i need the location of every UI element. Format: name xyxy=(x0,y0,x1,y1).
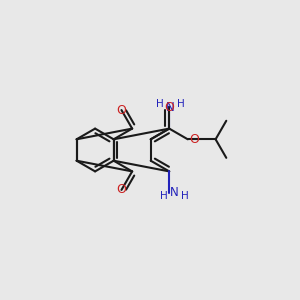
Text: N: N xyxy=(166,101,175,114)
Text: O: O xyxy=(164,101,174,114)
Text: N: N xyxy=(170,186,179,199)
Text: H: H xyxy=(182,191,189,201)
Text: H: H xyxy=(160,191,168,201)
Text: O: O xyxy=(116,103,126,117)
Text: O: O xyxy=(189,133,199,146)
Text: H: H xyxy=(177,99,185,109)
Text: O: O xyxy=(116,183,126,196)
Text: H: H xyxy=(156,99,164,109)
